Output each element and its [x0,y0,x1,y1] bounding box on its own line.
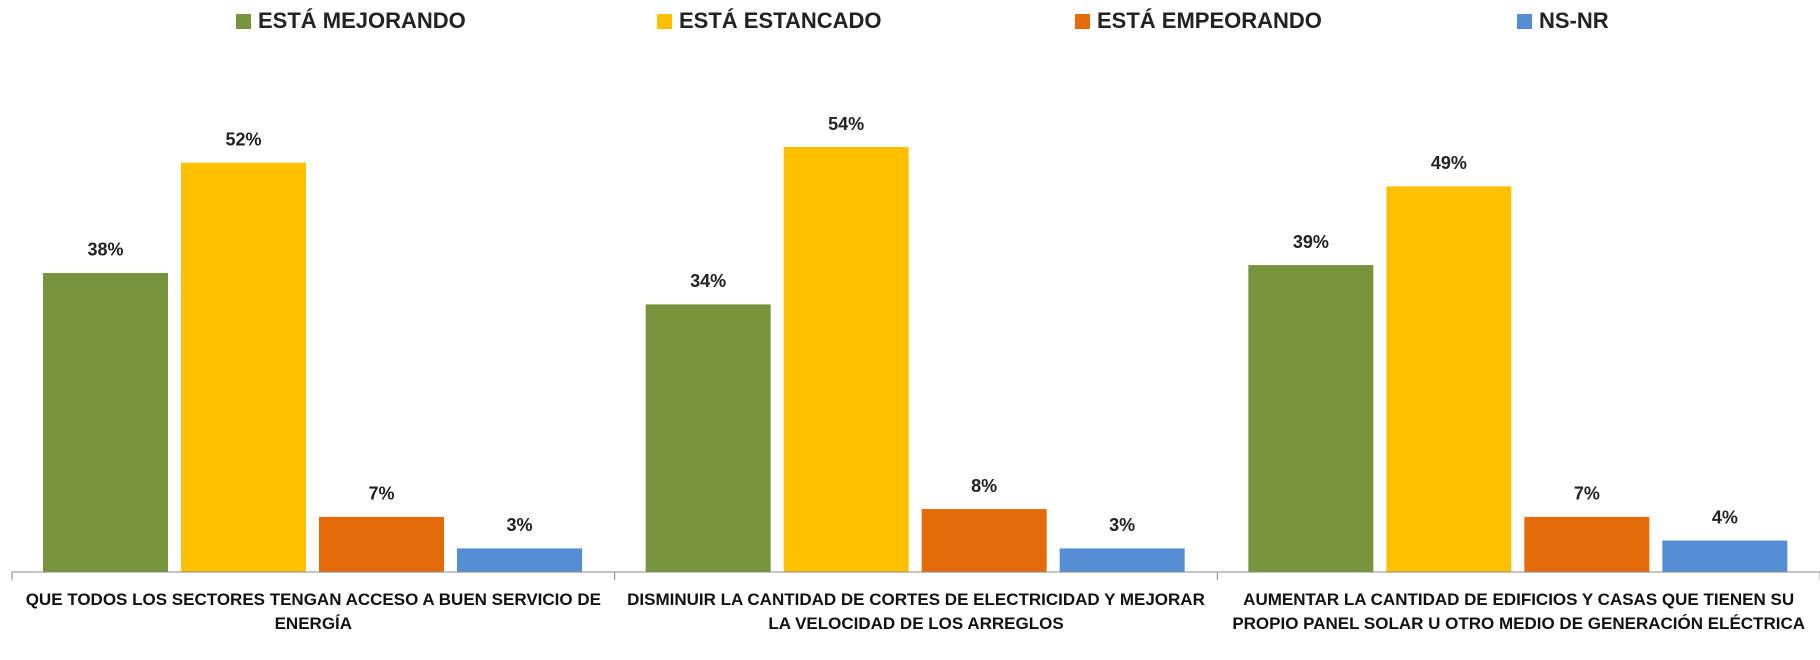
bar [43,272,168,572]
data-label: 4% [1712,507,1738,527]
data-label: 7% [368,484,394,504]
data-label: 7% [1574,484,1600,504]
bar [319,516,444,572]
bar [1059,548,1185,572]
bar [1662,540,1788,572]
legend-swatch [1075,14,1090,29]
x-tick-label: DISMINUIR LA CANTIDAD DE CORTES DE ELECT… [627,590,1205,633]
legend-swatch [236,14,251,29]
bar [783,147,909,572]
data-label: 3% [506,515,532,535]
data-label: 38% [87,240,123,260]
legend-label: ESTÁ ESTANCADO [679,8,882,33]
bar [181,162,306,573]
data-label: 8% [971,476,997,496]
bar [645,304,771,572]
legend-label: ESTÁ EMPEORANDO [1097,8,1322,33]
bar [1524,516,1650,572]
data-label: 49% [1431,153,1467,173]
legend-swatch [657,14,672,29]
legend-label: NS-NR [1539,8,1609,33]
legend-label: ESTÁ MEJORANDO [258,8,466,33]
bar [1386,186,1512,572]
data-label: 54% [828,114,864,134]
x-tick-label: AUMENTAR LA CANTIDAD DE EDIFICIOS Y CASA… [1232,590,1805,633]
legend-swatch [1517,14,1532,29]
bar [1248,265,1374,572]
bar [457,548,582,572]
bar [921,509,1047,572]
data-label: 39% [1293,232,1329,252]
data-label: 34% [690,271,726,291]
x-tick-label: QUE TODOS LOS SECTORES TENGAN ACCESO A B… [25,590,601,633]
data-label: 3% [1109,515,1135,535]
data-label: 52% [225,129,261,149]
